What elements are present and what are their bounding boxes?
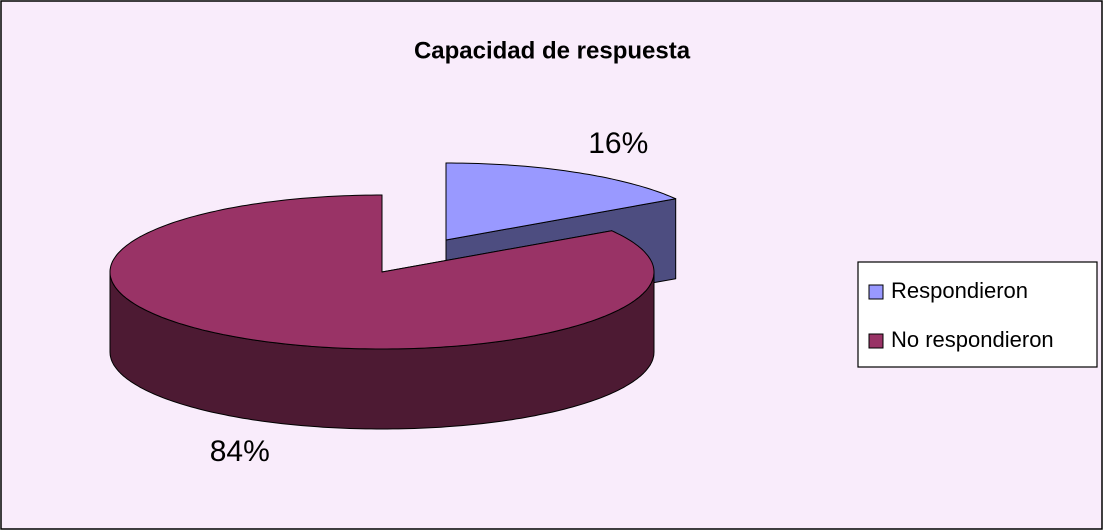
data-label: 84% <box>210 435 270 468</box>
slice <box>109 194 655 350</box>
legend <box>857 261 1098 368</box>
legend-swatch <box>868 333 884 349</box>
slice <box>445 162 677 241</box>
legend-label: Respondieron <box>891 278 1028 303</box>
legend-label: No respondieron <box>891 327 1054 352</box>
data-label: 16% <box>588 127 648 160</box>
legend-swatch <box>868 284 884 300</box>
chart-title: Capacidad de respuesta <box>414 37 691 64</box>
